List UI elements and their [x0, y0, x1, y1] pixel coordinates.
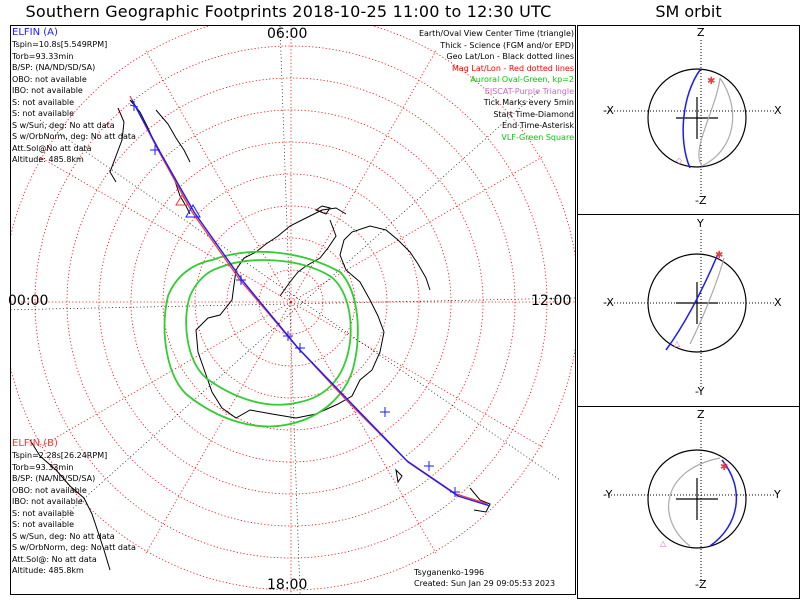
- mlt-label-bottom: 18:00: [267, 577, 308, 593]
- sm-panel-yz: ✱ △: [605, 420, 775, 585]
- probe-b-line: Tspin=2.28s[26.24RPM]: [12, 451, 108, 460]
- mlt-label-left: 00:00: [8, 293, 49, 309]
- probe-b-line: Torb=93.33min: [12, 462, 74, 472]
- footprint-map-frame: [10, 25, 576, 595]
- sm2-label-right: X: [774, 296, 782, 309]
- probe-b-line: B/SP: (NA/ND/SD/SA): [12, 474, 96, 483]
- legend-item: EISCAT-Purple Triangle: [484, 86, 574, 96]
- probe-b-name: ELFIN (B): [12, 438, 58, 449]
- geo-lat-lon-lines: [11, 26, 575, 594]
- probe-a-line: S w/OrbNorm, deg: No att data: [12, 132, 136, 141]
- legend-item: Mag Lat/Lon - Red dotted lines: [451, 63, 574, 73]
- probe-b-line: Altitude: 485.8km: [12, 566, 84, 575]
- sm2-label-top: Y: [697, 217, 704, 230]
- sm2-label-left: -X: [603, 296, 614, 309]
- track-tick-marks: [129, 101, 460, 497]
- auroral-oval: [163, 250, 359, 428]
- probe-a-info: ELFIN (A) Tspin=10.8s[5.549RPM] Torb=93.…: [12, 27, 136, 166]
- legend-item: End Time-Asterisk: [501, 121, 574, 130]
- sm3-label-left: -Y: [603, 488, 613, 501]
- sm2-label-bottom: -Y: [695, 385, 705, 398]
- probe-b-line: S w/Sun, deg: No att data: [12, 531, 115, 541]
- svg-text:△: △: [674, 339, 681, 348]
- legend-item: Start Time-Diamond: [493, 109, 574, 119]
- probe-a-line: S w/Sun, deg: No att data: [12, 120, 115, 130]
- sm-panel-xz: ✱ ◇: [605, 40, 775, 198]
- sm1-label-bottom: -Z: [695, 194, 707, 207]
- probe-a-name: ELFIN (A): [12, 27, 58, 38]
- mlt-label-top: 06:00: [267, 26, 308, 42]
- map-legend: Earth/Oval View Center Time (triangle) T…: [419, 28, 574, 143]
- sm1-label-right: X: [774, 104, 782, 117]
- svg-text:△: △: [660, 539, 667, 548]
- legend-item: Thick - Science (FGM and/or EPD): [440, 40, 574, 50]
- sm3-label-top: Z: [697, 408, 705, 421]
- sm3-label-right: Y: [774, 488, 781, 501]
- probe-b-line: S: not available: [12, 508, 75, 518]
- sm1-label-left: -X: [603, 104, 614, 117]
- model-credit: Tsyganenko-1996: [414, 568, 485, 577]
- probe-a-line: Altitude: 485.8km: [12, 155, 84, 164]
- sm1-label-top: Z: [697, 26, 705, 39]
- sm-orbit-title: SM orbit: [655, 2, 722, 21]
- legend-item: Tick Marks every 5min: [483, 98, 574, 107]
- probe-b-info: ELFIN (B) Tspin=2.28s[26.24RPM] Torb=93.…: [12, 438, 136, 577]
- probe-b-line: S w/OrbNorm, deg: No att data: [12, 543, 136, 552]
- legend-item: VLF-Green Square: [501, 132, 574, 142]
- svg-text:◇: ◇: [676, 156, 683, 165]
- sm-panel-xy: ✱ △: [605, 230, 775, 388]
- legend-item: Earth/Oval View Center Time (triangle): [418, 29, 574, 38]
- svg-text:✱: ✱: [720, 462, 728, 473]
- probe-b-line: Att.Sol@: No att data: [12, 554, 97, 564]
- probe-b-line: IBO: not available: [12, 497, 83, 506]
- coastlines: [29, 99, 491, 571]
- probe-a-line: IBO: not available: [12, 86, 83, 95]
- probe-b-line: S: not available: [12, 520, 75, 529]
- legend-item: Auroral Oval-Green, kp=2: [470, 75, 574, 84]
- probe-a-line: B/SP: (NA/ND/SD/SA): [12, 63, 96, 72]
- created-date: Created: Sun Jan 29 09:05:53 2023: [414, 579, 556, 588]
- probe-b-line: OBO: not available: [12, 485, 87, 495]
- sm3-label-bottom: -Z: [695, 578, 707, 591]
- plot-title: Southern Geographic Footprints 2018-10-2…: [25, 2, 552, 21]
- view-center-triangles: [175, 194, 201, 218]
- mlt-label-right: 12:00: [531, 293, 572, 309]
- legend-item: Geo Lat/Lon - Black dotted lines: [446, 52, 574, 61]
- probe-a-line: Tspin=10.8s[5.549RPM]: [12, 40, 108, 49]
- svg-text:✱: ✱: [707, 76, 715, 87]
- svg-text:✱: ✱: [715, 250, 723, 261]
- credits: Tsyganenko-1996 Created: Sun Jan 29 09:0…: [414, 567, 555, 589]
- probe-a-line: S: not available: [12, 97, 75, 107]
- probe-a-line: Att.Sol@No att data: [12, 143, 92, 153]
- probe-a-line: Torb=93.33min: [12, 51, 74, 61]
- probe-a-line: S: not available: [12, 109, 75, 118]
- probe-a-line: OBO: not available: [12, 74, 87, 84]
